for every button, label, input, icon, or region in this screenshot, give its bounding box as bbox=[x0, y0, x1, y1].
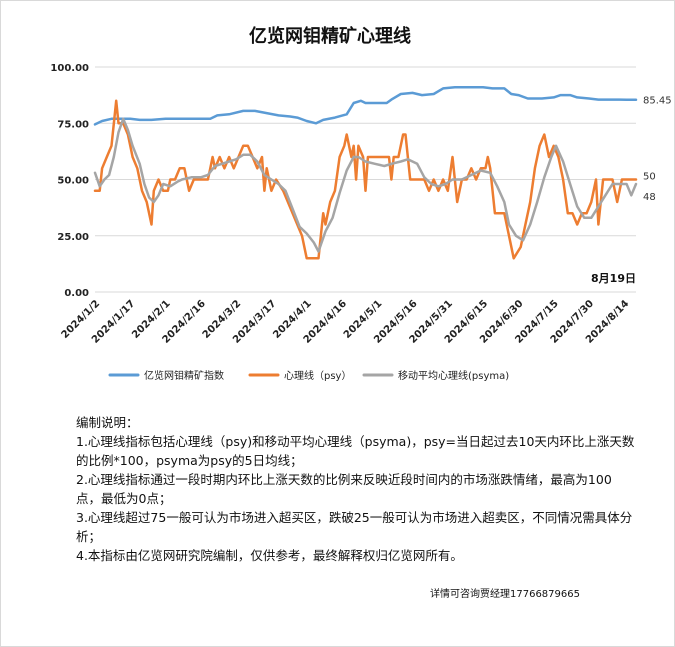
y-tick-label: 75.00 bbox=[57, 119, 89, 130]
notes-item: 1.心理线指标包括心理线（psy)和移动平均心理线（psyma)，psy=当日起… bbox=[76, 434, 635, 468]
legend-label: 亿览网钼精矿指数 bbox=[144, 369, 224, 382]
notes-item: 3.心理线超过75一般可认为市场进入超买区，跌破25一般可认为市场进入超卖区，不… bbox=[76, 510, 633, 544]
y-tick-label: 100.00 bbox=[50, 63, 89, 74]
series-end-label: 85.45 bbox=[643, 96, 672, 107]
axis-layer: 0.0025.0050.0075.00100.002024/1/22024/1/… bbox=[50, 63, 631, 346]
notes-item: 2.心理线指标通过一段时期内环比上涨天数的比例来反映近段时间内的市场涨跌情绪，最… bbox=[76, 472, 612, 506]
y-tick-label: 25.00 bbox=[57, 232, 89, 243]
series-line bbox=[93, 117, 638, 253]
series-line bbox=[93, 86, 638, 126]
chart-title: 亿览网钼精矿心理线 bbox=[249, 25, 411, 47]
notes-item: 4.本指标由亿览网研究院编制，仅供参考，最终解释权归亿览网所有。 bbox=[76, 548, 463, 563]
chart: 亿览网钼精矿心理线 85.45 50 48 0.00 25.00 50.00 75.00 1… bbox=[50, 25, 672, 382]
y-tick-label: 50.00 bbox=[57, 176, 89, 187]
y-tick-label: 0.00 bbox=[64, 288, 89, 299]
date-annotation: 8月19日 bbox=[591, 272, 636, 285]
series-end-label: 48 bbox=[643, 192, 656, 203]
contact-info: 详情可咨询贾经理17766879665 bbox=[430, 589, 580, 600]
series-layer: 85.45 50 48 bbox=[93, 86, 672, 260]
notes: 编制说明： 1.心理线指标包括心理线（psy)和移动平均心理线（psyma)，p… bbox=[76, 413, 636, 565]
legend-label: 心理线（psy） bbox=[284, 369, 351, 382]
legend: 亿览网钼精矿指数 心理线（psy） 移动平均心理线(psyma) bbox=[108, 369, 509, 382]
series-end-label: 50 bbox=[643, 172, 656, 183]
series-line bbox=[93, 99, 638, 260]
notes-heading: 编制说明： bbox=[76, 415, 139, 430]
legend-label: 移动平均心理线(psyma) bbox=[398, 369, 509, 382]
